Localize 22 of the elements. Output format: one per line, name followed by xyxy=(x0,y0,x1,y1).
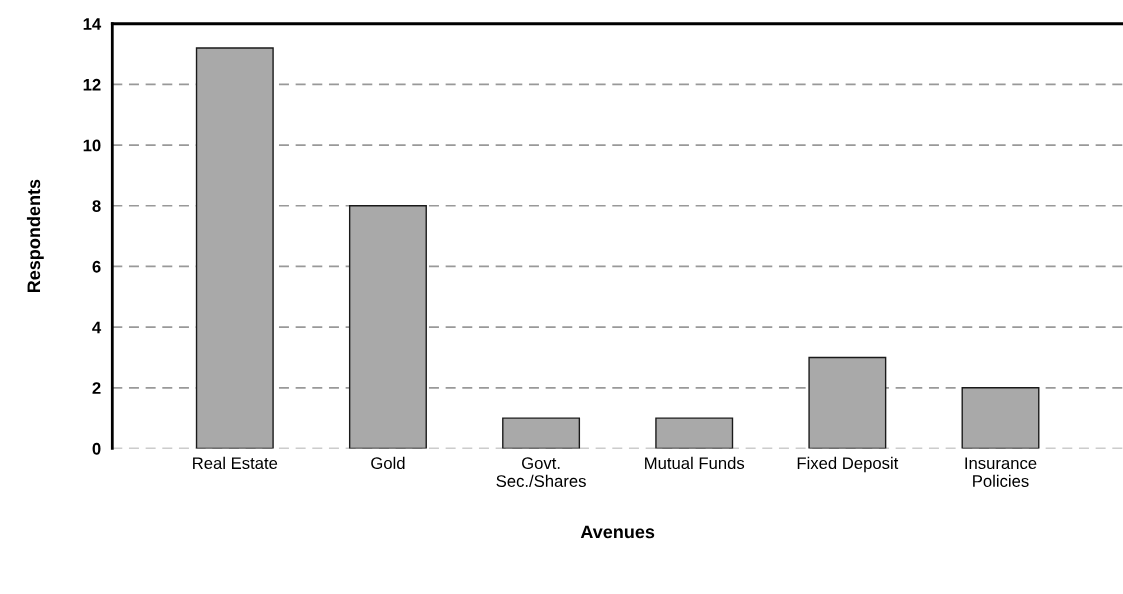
y-tick-label: 8 xyxy=(92,200,101,212)
x-tick-label: Gold xyxy=(371,456,405,470)
x-tick-label: Mutual Funds xyxy=(645,456,745,470)
bar xyxy=(195,47,274,449)
x-axis-title: Avenues xyxy=(580,525,655,539)
y-axis-title: Respondents xyxy=(26,179,44,293)
y-tick-label: 12 xyxy=(83,78,101,91)
bar xyxy=(655,417,734,449)
y-tick-label: 14 xyxy=(83,18,102,30)
y-tick-label: 2 xyxy=(92,382,101,394)
bar xyxy=(502,417,581,449)
x-tick-label: Real Estate xyxy=(193,456,278,470)
bar xyxy=(348,205,427,449)
bar xyxy=(808,356,887,449)
y-tick-label: 4 xyxy=(92,321,102,334)
x-tick-label: Fixed Deposit xyxy=(797,456,899,473)
x-tick-label: Govt. Sec./Shares xyxy=(496,457,586,487)
y-tick-label: 10 xyxy=(83,139,101,152)
y-tick-label: 6 xyxy=(92,260,101,273)
x-tick-label: Insurance Policies xyxy=(965,457,1037,487)
bar xyxy=(961,387,1040,449)
y-tick-label: 0 xyxy=(92,442,101,455)
